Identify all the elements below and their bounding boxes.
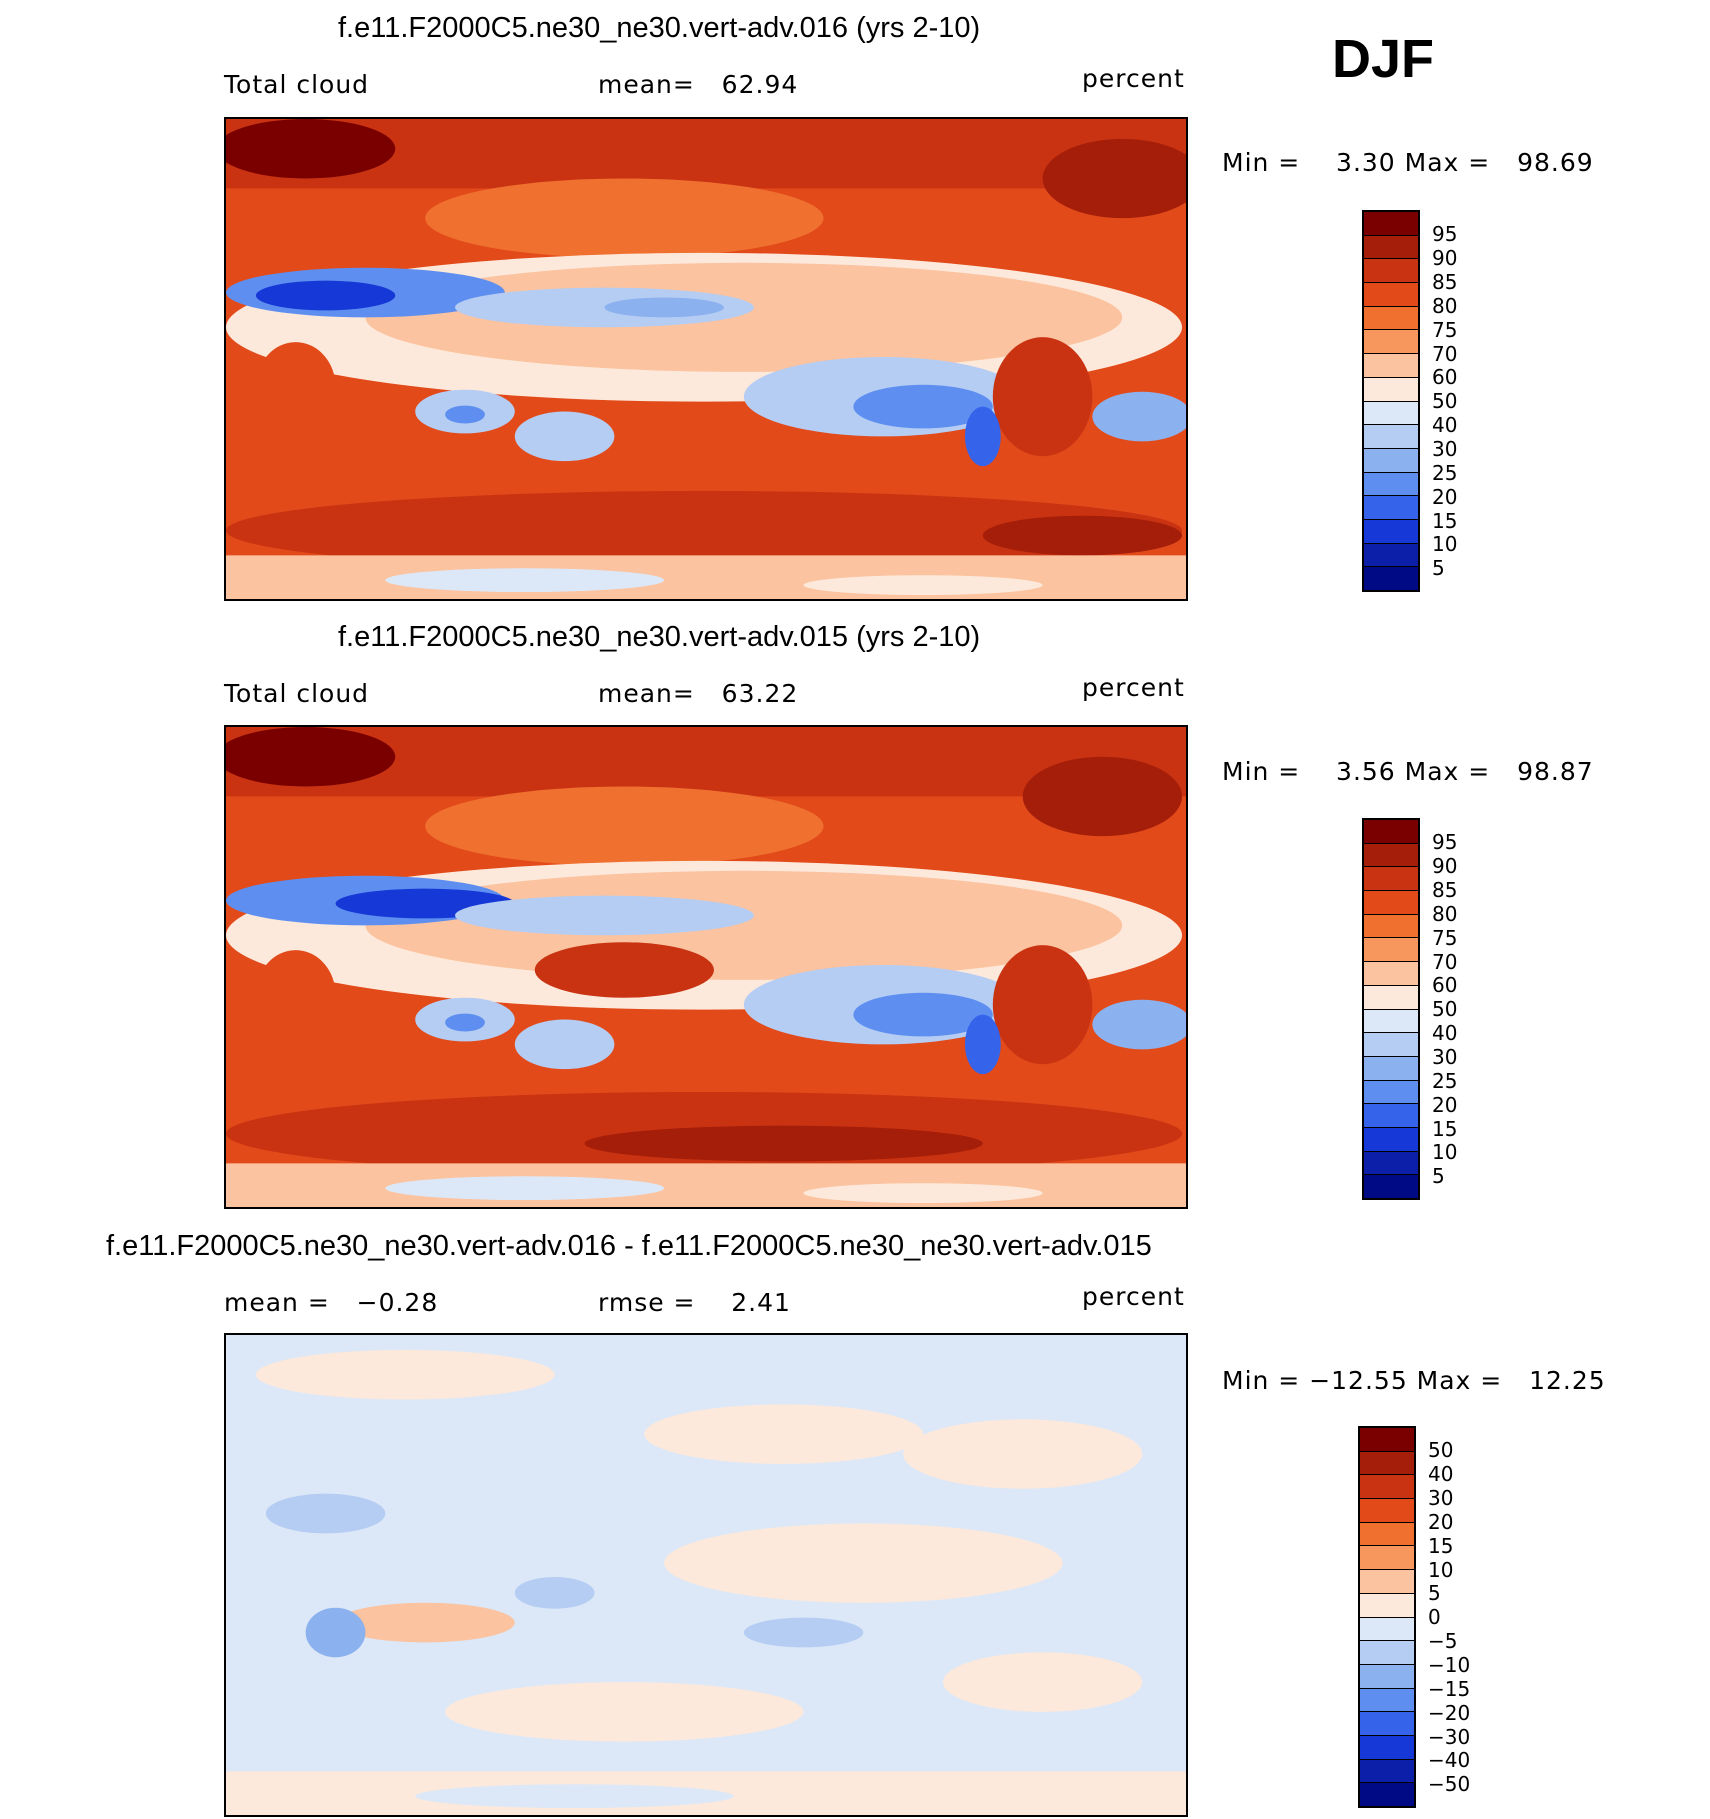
panel2-colorbar-tick: 30 bbox=[1432, 1045, 1458, 1069]
panel1-colorbar bbox=[1362, 210, 1420, 592]
panel2-variable-label: Total cloud bbox=[224, 679, 370, 708]
panel2-units-label: percent bbox=[1082, 673, 1185, 702]
panel1-colorbar-tick: 80 bbox=[1432, 294, 1458, 318]
panel1-colorbar-tick: 70 bbox=[1432, 342, 1458, 366]
panel3-colorbar-tick: 50 bbox=[1428, 1438, 1454, 1462]
panel1-colorbar-labels: 95 90 85 80 75 70 60 50 40 30 25 20 15 1… bbox=[1432, 210, 1492, 592]
panel3-colorbar bbox=[1358, 1426, 1416, 1808]
panel3-colorbar-tick: −50 bbox=[1428, 1772, 1471, 1796]
panel2-colorbar-labels: 95 90 85 80 75 70 60 50 40 30 25 20 15 1… bbox=[1432, 818, 1492, 1200]
panel2-map bbox=[224, 725, 1188, 1209]
panel2-colorbar-tick: 70 bbox=[1432, 950, 1458, 974]
panel2-colorbar-tick: 90 bbox=[1432, 854, 1458, 878]
panel1-title: f.e11.F2000C5.ne30_ne30.vert-adv.016 (yr… bbox=[338, 12, 981, 44]
panel3-colorbar-tick: 40 bbox=[1428, 1462, 1454, 1486]
panel2-mean-label: mean= 63.22 bbox=[598, 679, 799, 708]
panel3-colorbar-tick: 30 bbox=[1428, 1486, 1454, 1510]
panel1-colorbar-tick: 25 bbox=[1432, 461, 1458, 485]
panel1-colorbar-tick: 20 bbox=[1432, 485, 1458, 509]
panel3-title: f.e11.F2000C5.ne30_ne30.vert-adv.016 - f… bbox=[106, 1230, 1152, 1262]
panel3-colorbar-tick: 0 bbox=[1428, 1605, 1441, 1629]
panel2-colorbar-tick: 25 bbox=[1432, 1069, 1458, 1093]
panel3-colorbar-tick: 15 bbox=[1428, 1534, 1454, 1558]
panel1-colorbar-tick: 5 bbox=[1432, 556, 1445, 580]
panel1-units-label: percent bbox=[1082, 64, 1185, 93]
panel1-variable-label: Total cloud bbox=[224, 70, 370, 99]
panel3-rmse-label: rmse = 2.41 bbox=[598, 1288, 791, 1317]
panel2-colorbar-tick: 20 bbox=[1432, 1093, 1458, 1117]
panel1-colorbar-tick: 50 bbox=[1432, 389, 1458, 413]
panel2-colorbar-tick: 60 bbox=[1432, 973, 1458, 997]
panel2-contour-field bbox=[226, 727, 1186, 1207]
panel3-mean-label: mean = −0.28 bbox=[224, 1288, 439, 1317]
panel2-colorbar-tick: 85 bbox=[1432, 878, 1458, 902]
panel3-map bbox=[224, 1333, 1188, 1817]
panel1-map bbox=[224, 117, 1188, 601]
panel1-contour-field bbox=[226, 119, 1186, 599]
panel1-colorbar-tick: 75 bbox=[1432, 318, 1458, 342]
panel2-colorbar bbox=[1362, 818, 1420, 1200]
panel1-minmax-label: Min = 3.30 Max = 98.69 bbox=[1222, 148, 1594, 177]
panel3-colorbar-labels: 50 40 30 20 15 10 5 0 −5 −10 −15 −20 −30… bbox=[1428, 1426, 1498, 1808]
panel1-colorbar-tick: 15 bbox=[1432, 509, 1458, 533]
panel2-minmax-label: Min = 3.56 Max = 98.87 bbox=[1222, 757, 1594, 786]
panel3-colorbar-tick: −10 bbox=[1428, 1653, 1471, 1677]
panel1-colorbar-tick: 90 bbox=[1432, 246, 1458, 270]
panel3-colorbar-tick: −5 bbox=[1428, 1629, 1458, 1653]
panel3-colorbar-tick: 20 bbox=[1428, 1510, 1454, 1534]
panel3-contour-field bbox=[226, 1335, 1186, 1815]
panel2-colorbar-tick: 80 bbox=[1432, 902, 1458, 926]
panel3-colorbar-tick: 5 bbox=[1428, 1581, 1441, 1605]
panel2-colorbar-tick: 15 bbox=[1432, 1117, 1458, 1141]
panel2-colorbar-tick: 95 bbox=[1432, 830, 1458, 854]
panel2-colorbar-tick: 75 bbox=[1432, 926, 1458, 950]
panel1-colorbar-tick: 95 bbox=[1432, 222, 1458, 246]
panel3-colorbar-tick: −30 bbox=[1428, 1725, 1471, 1749]
panel2-title: f.e11.F2000C5.ne30_ne30.vert-adv.015 (yr… bbox=[338, 621, 981, 653]
panel1-colorbar-tick: 30 bbox=[1432, 437, 1458, 461]
panel2-colorbar-tick: 40 bbox=[1432, 1021, 1458, 1045]
panel1-colorbar-tick: 85 bbox=[1432, 270, 1458, 294]
panel2-colorbar-tick: 5 bbox=[1432, 1164, 1445, 1188]
panel3-units-label: percent bbox=[1082, 1282, 1185, 1311]
panel2-colorbar-tick: 10 bbox=[1432, 1140, 1458, 1164]
panel1-colorbar-tick: 60 bbox=[1432, 365, 1458, 389]
panel3-colorbar-tick: 10 bbox=[1428, 1558, 1454, 1582]
panel3-minmax-label: Min = −12.55 Max = 12.25 bbox=[1222, 1366, 1606, 1395]
panel1-colorbar-tick: 10 bbox=[1432, 532, 1458, 556]
panel3-colorbar-tick: −20 bbox=[1428, 1701, 1471, 1725]
panel3-colorbar-tick: −15 bbox=[1428, 1677, 1471, 1701]
panel3-colorbar-tick: −40 bbox=[1428, 1748, 1471, 1772]
panel1-mean-label: mean= 62.94 bbox=[598, 70, 799, 99]
season-label: DJF bbox=[1332, 29, 1435, 89]
panel1-colorbar-tick: 40 bbox=[1432, 413, 1458, 437]
panel2-colorbar-tick: 50 bbox=[1432, 997, 1458, 1021]
